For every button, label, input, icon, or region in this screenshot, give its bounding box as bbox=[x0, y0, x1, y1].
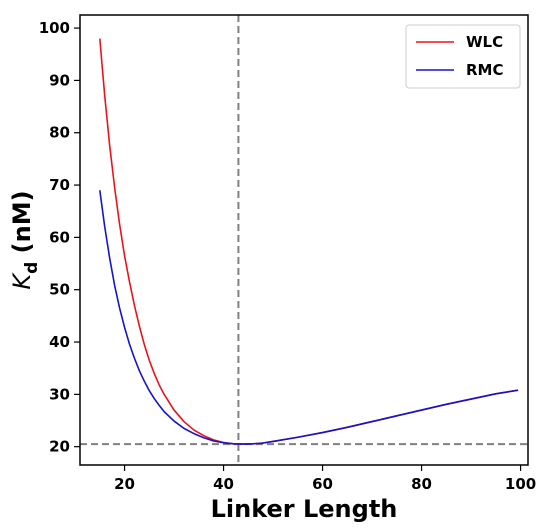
x-axis-label: Linker Length bbox=[211, 495, 398, 523]
x-tick-label: 40 bbox=[213, 475, 234, 493]
y-tick-label: 70 bbox=[49, 176, 70, 194]
legend-label-rmc: RMC bbox=[466, 61, 504, 79]
y-tick-label: 50 bbox=[49, 281, 70, 299]
y-axis-label: Kd (nM) bbox=[8, 190, 42, 289]
y-tick-label: 60 bbox=[49, 228, 70, 246]
y-tick-label: 40 bbox=[49, 333, 70, 351]
y-axis-label-subscript: d bbox=[22, 262, 42, 274]
x-tick-label: 20 bbox=[114, 475, 135, 493]
y-tick-label: 30 bbox=[49, 385, 70, 403]
series-line-wlc bbox=[99, 38, 519, 445]
series-line-rmc bbox=[99, 190, 519, 445]
legend: WLC RMC bbox=[405, 24, 521, 89]
y-ticks: 20 30 40 50 60 70 80 90 100 bbox=[39, 19, 80, 456]
y-tick-label: 80 bbox=[49, 124, 70, 142]
x-tick-label: 60 bbox=[312, 475, 333, 493]
x-tick-label: 100 bbox=[505, 475, 536, 493]
legend-box bbox=[405, 24, 521, 89]
y-tick-label: 20 bbox=[49, 438, 70, 456]
plot-frame bbox=[79, 14, 529, 466]
x-ticks: 20 40 60 80 100 bbox=[114, 465, 536, 493]
series-lines bbox=[99, 38, 519, 445]
y-axis-label-unit: (nM) bbox=[8, 190, 36, 261]
reference-lines bbox=[80, 15, 528, 465]
y-axis-label-main: K bbox=[8, 272, 36, 290]
x-tick-label: 80 bbox=[411, 475, 432, 493]
legend-label-wlc: WLC bbox=[466, 33, 503, 51]
y-tick-label: 100 bbox=[39, 19, 70, 37]
y-tick-label: 90 bbox=[49, 71, 70, 89]
